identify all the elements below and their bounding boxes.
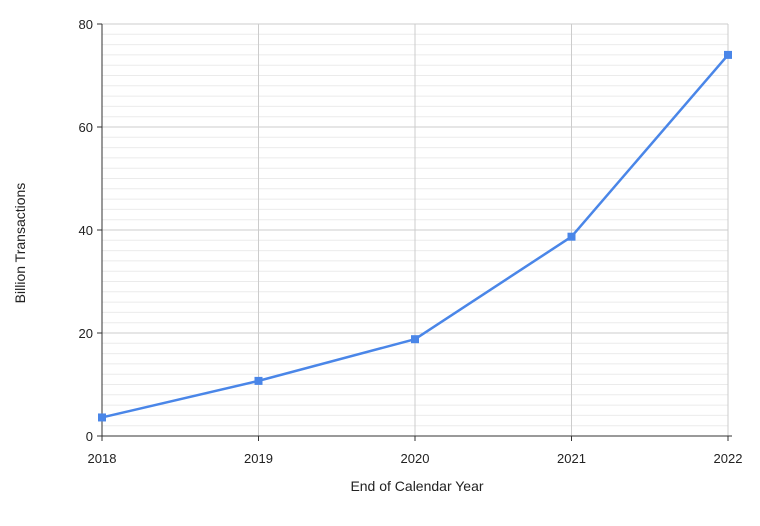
grid-layer (102, 23, 729, 436)
x-tick-label: 2020 (401, 451, 430, 466)
x-tick-label: 2021 (557, 451, 586, 466)
label-layer: 0 20 40 60 80 2018 2019 2020 2021 2022 (79, 17, 743, 466)
data-point (411, 335, 419, 344)
data-point (254, 376, 263, 385)
x-axis-title: End of Calendar Year (350, 478, 483, 494)
y-tick-label: 80 (79, 17, 93, 32)
y-axis-title: Billion Transactions (12, 183, 28, 304)
y-tick-label: 60 (79, 120, 93, 135)
data-point (724, 50, 732, 59)
axis-layer (97, 23, 732, 441)
y-tick-label: 40 (79, 223, 93, 238)
x-tick-label: 2022 (714, 451, 743, 466)
y-tick-label: 20 (79, 326, 93, 341)
data-point (567, 232, 576, 241)
data-point (98, 413, 106, 422)
x-tick-label: 2018 (88, 451, 117, 466)
series-layer (98, 50, 732, 422)
x-tick-label: 2019 (244, 451, 273, 466)
y-tick-label: 0 (86, 429, 93, 444)
